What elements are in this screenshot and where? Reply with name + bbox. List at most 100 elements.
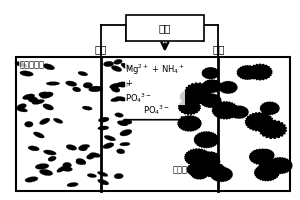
Polygon shape xyxy=(179,100,200,114)
Polygon shape xyxy=(237,66,258,79)
Ellipse shape xyxy=(43,64,55,70)
Ellipse shape xyxy=(15,62,27,67)
Polygon shape xyxy=(259,161,281,176)
Polygon shape xyxy=(185,83,211,100)
Ellipse shape xyxy=(76,159,84,164)
Ellipse shape xyxy=(22,94,35,100)
Ellipse shape xyxy=(115,113,123,117)
Ellipse shape xyxy=(17,108,28,112)
Ellipse shape xyxy=(66,145,77,150)
Ellipse shape xyxy=(80,144,90,148)
Polygon shape xyxy=(256,149,274,161)
Ellipse shape xyxy=(67,183,78,187)
Ellipse shape xyxy=(121,63,131,70)
Text: PO$_4$$^{3-}$: PO$_4$$^{3-}$ xyxy=(143,103,170,117)
Polygon shape xyxy=(191,168,208,179)
Ellipse shape xyxy=(110,83,121,89)
Ellipse shape xyxy=(48,156,56,161)
Polygon shape xyxy=(230,106,248,118)
Ellipse shape xyxy=(35,164,49,169)
Polygon shape xyxy=(180,90,202,104)
Polygon shape xyxy=(211,167,232,181)
Polygon shape xyxy=(188,86,210,100)
Polygon shape xyxy=(199,162,220,176)
Ellipse shape xyxy=(114,173,123,179)
Ellipse shape xyxy=(122,119,132,124)
Ellipse shape xyxy=(76,158,86,165)
Ellipse shape xyxy=(43,104,53,110)
Ellipse shape xyxy=(87,154,95,159)
Ellipse shape xyxy=(103,143,114,149)
Ellipse shape xyxy=(114,59,122,64)
Ellipse shape xyxy=(34,132,44,138)
Polygon shape xyxy=(185,149,211,166)
Ellipse shape xyxy=(90,153,101,157)
Polygon shape xyxy=(203,156,220,167)
Ellipse shape xyxy=(39,92,51,98)
Text: 阳极微生物: 阳极微生物 xyxy=(19,61,44,70)
Ellipse shape xyxy=(57,166,67,172)
Ellipse shape xyxy=(98,126,109,130)
Polygon shape xyxy=(193,156,215,171)
Ellipse shape xyxy=(78,71,88,76)
Ellipse shape xyxy=(40,169,53,176)
Ellipse shape xyxy=(25,177,38,182)
Polygon shape xyxy=(202,68,219,79)
Ellipse shape xyxy=(116,82,129,87)
Ellipse shape xyxy=(87,174,97,178)
Polygon shape xyxy=(259,120,286,138)
Polygon shape xyxy=(178,116,201,131)
Polygon shape xyxy=(219,82,237,93)
Ellipse shape xyxy=(120,129,132,136)
Ellipse shape xyxy=(40,92,53,98)
Polygon shape xyxy=(245,113,273,131)
Ellipse shape xyxy=(104,135,116,141)
Ellipse shape xyxy=(117,149,125,154)
Ellipse shape xyxy=(17,104,26,109)
Ellipse shape xyxy=(53,118,63,123)
Polygon shape xyxy=(188,90,209,103)
Ellipse shape xyxy=(32,100,44,104)
Ellipse shape xyxy=(83,83,93,88)
Text: 鸟粪石: 鸟粪石 xyxy=(172,165,187,174)
Ellipse shape xyxy=(98,179,109,185)
Ellipse shape xyxy=(117,121,128,126)
Text: 阴极: 阴极 xyxy=(212,45,225,55)
Polygon shape xyxy=(248,64,272,80)
Ellipse shape xyxy=(66,81,77,86)
Polygon shape xyxy=(268,158,292,174)
Bar xyxy=(16,57,290,191)
Bar xyxy=(126,15,203,41)
Ellipse shape xyxy=(73,87,81,92)
Ellipse shape xyxy=(63,162,71,168)
Polygon shape xyxy=(212,102,238,119)
Ellipse shape xyxy=(25,121,33,127)
Ellipse shape xyxy=(20,71,33,76)
Ellipse shape xyxy=(28,146,39,151)
Ellipse shape xyxy=(111,66,122,72)
Ellipse shape xyxy=(111,97,122,102)
Polygon shape xyxy=(250,149,272,164)
Text: 阳极: 阳极 xyxy=(95,45,107,55)
Text: Mg$^{2+}$ + NH$_4$$^+$
+
PO$_4$$^{3-}$: Mg$^{2+}$ + NH$_4$$^+$ + PO$_4$$^{3-}$ xyxy=(125,63,185,105)
Polygon shape xyxy=(203,163,225,177)
Ellipse shape xyxy=(44,150,56,155)
Ellipse shape xyxy=(103,61,114,67)
Ellipse shape xyxy=(82,106,92,110)
Ellipse shape xyxy=(62,167,72,171)
Polygon shape xyxy=(194,132,218,148)
Polygon shape xyxy=(255,165,279,181)
Ellipse shape xyxy=(46,82,60,85)
Text: 电阻: 电阻 xyxy=(159,23,171,33)
Ellipse shape xyxy=(89,86,103,92)
Ellipse shape xyxy=(78,146,87,151)
Polygon shape xyxy=(187,163,206,176)
Polygon shape xyxy=(201,152,219,164)
Ellipse shape xyxy=(111,87,120,92)
Ellipse shape xyxy=(28,96,38,103)
Ellipse shape xyxy=(40,118,50,125)
Ellipse shape xyxy=(98,172,108,176)
Ellipse shape xyxy=(120,142,130,146)
Polygon shape xyxy=(260,102,279,115)
Ellipse shape xyxy=(116,96,127,101)
